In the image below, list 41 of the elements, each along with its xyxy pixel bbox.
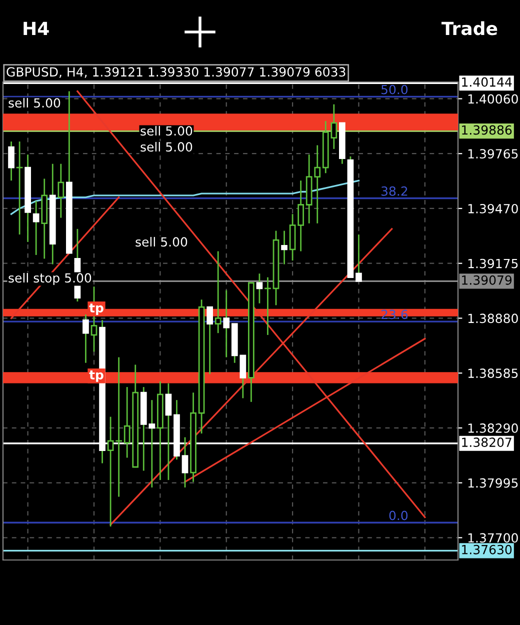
candlestick — [107, 416, 114, 528]
annotation: sell 5.00 — [136, 236, 188, 247]
annotation: 38.2 — [381, 186, 408, 196]
line-series — [10, 180, 360, 215]
candlestick — [206, 306, 213, 375]
y-tick-label: 1.37995 — [468, 478, 518, 488]
ref-line-label: 1.39079 — [462, 275, 512, 285]
candlestick — [214, 250, 222, 334]
annotation: 0.0 — [389, 510, 408, 520]
y-tick-label: 1.39765 — [468, 149, 518, 159]
candlestick — [8, 140, 14, 182]
annotation: tp — [89, 304, 104, 315]
y-tick-label: 1.38290 — [468, 423, 518, 433]
annotation: sell stop 5.00 — [8, 272, 92, 286]
candlestick — [281, 230, 288, 265]
ref-line-label: 1.40144 — [462, 77, 512, 87]
annotation: sell 5.00 — [140, 126, 192, 136]
annotation: 50.0 — [381, 84, 408, 94]
ref-line-label: 1.37630 — [462, 544, 512, 554]
annotation: tp — [89, 370, 104, 382]
candlestick — [82, 314, 89, 364]
text: H4 — [24, 22, 49, 35]
ref-line-label: 1.38207 — [462, 438, 512, 448]
chart-title: GBPUSD, H4, 1.39121 1.39330 1.39077 1.39079 6033 — [6, 67, 346, 78]
ref-line-label: 1.39886 — [462, 125, 512, 135]
y-tick-label: 1.38585 — [468, 368, 518, 378]
y-tick-label: 1.38880 — [468, 314, 518, 324]
y-tick-label: 1.40060 — [468, 94, 518, 104]
text: Trade — [441, 21, 498, 36]
y-tick-label: 1.37700 — [468, 533, 518, 543]
candlestick — [264, 276, 271, 336]
candlestick — [256, 272, 263, 304]
annotation: sell 5.00 — [8, 98, 60, 108]
candlestick — [356, 234, 362, 282]
y-tick-label: 1.39175 — [468, 258, 518, 268]
candlestick — [298, 180, 304, 252]
annotation: sell 5.00 — [140, 142, 192, 152]
y-tick-label: 1.39470 — [468, 204, 518, 214]
candlestick — [116, 356, 122, 498]
candlestick — [16, 140, 23, 236]
candlestick — [58, 163, 64, 218]
